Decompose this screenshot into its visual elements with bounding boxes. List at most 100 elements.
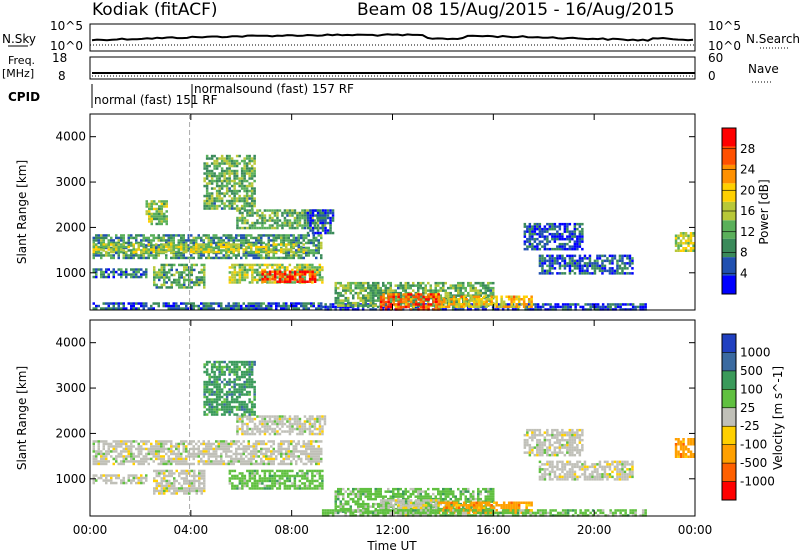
heatmap-cell-10: [255, 305, 258, 308]
heatmap-cell-0: [250, 453, 253, 456]
heatmap-cell-4: [281, 264, 284, 267]
heatmap-cell-3: [306, 487, 309, 490]
heatmap-cell-0: [235, 443, 238, 446]
heatmap-cell-3: [296, 485, 299, 488]
heatmap-cell-12: [405, 282, 408, 285]
heatmap-cell-12: [382, 289, 385, 292]
heatmap-cell-14: [520, 298, 523, 301]
heatmap-cell-3: [286, 472, 289, 475]
heatmap-cell-11: [564, 303, 567, 306]
heatmap-cell-6: [284, 212, 287, 215]
heatmap-cell-3: [249, 472, 252, 475]
heatmap-cell-0: [210, 453, 213, 456]
heatmap-cell-11: [597, 303, 600, 306]
heatmap-cell-0: [295, 460, 298, 463]
heatmap-cell-12: [347, 304, 350, 307]
heatmap-cell-6: [236, 217, 239, 220]
heatmap-cell-0: [240, 257, 243, 260]
heatmap-cell-0: [195, 453, 198, 456]
heatmap-cell-5: [294, 273, 297, 276]
heatmap-cell-4: [291, 271, 294, 274]
heatmap-cell-10: [243, 302, 246, 305]
heatmap-cell-6: [304, 214, 307, 217]
heatmap-cell-9: [218, 195, 221, 198]
heatmap-cell-2: [196, 487, 199, 490]
heatmap-cell-2: [123, 271, 126, 274]
heatmap-cell-0: [140, 445, 143, 448]
heatmap-cell-3: [183, 271, 186, 274]
heatmap-cell-0: [200, 460, 203, 463]
heatmap-cell-9: [228, 190, 231, 193]
heatmap-cell-10: [128, 302, 131, 305]
heatmap-cell-12: [367, 282, 370, 285]
heatmap-cell-7: [319, 219, 322, 222]
heatmap-cell-9: [236, 165, 239, 168]
heatmap-cell-15: [559, 225, 562, 228]
heatmap-cell-16: [594, 265, 597, 268]
heatmap-cell-5: [284, 278, 287, 281]
heatmap-cell-17: [692, 245, 695, 248]
heatmap-cell-0: [123, 463, 126, 466]
heatmap-cell-0: [295, 463, 298, 466]
heatmap-cell-10: [115, 302, 118, 305]
heatmap-cell-0: [233, 453, 236, 456]
heatmap-cell-10: [95, 305, 98, 308]
heatmap-cell-0: [133, 254, 136, 257]
heatmap-cell-0: [110, 445, 113, 448]
heatmap-cell-15: [546, 240, 549, 243]
heatmap-cell-9: [236, 200, 239, 203]
heatmap-cell-16: [596, 260, 599, 263]
heatmap-cell-0: [245, 450, 248, 453]
heatmap-cell-14: [485, 303, 488, 306]
heatmap-cell-5: [299, 273, 302, 276]
heatmap-cell-2: [186, 477, 189, 480]
heatmap-cell-0: [305, 249, 308, 252]
heatmap-cell-7: [319, 222, 322, 225]
heatmap-cell-13: [420, 306, 423, 309]
heatmap-cell-1: [110, 251, 113, 254]
heatmap-cell-13: [405, 293, 408, 296]
heatmap-cell-12: [482, 282, 485, 285]
heatmap-cell-0: [95, 234, 98, 237]
heatmap-cell-1: [113, 474, 116, 477]
heatmap-cell-9: [221, 162, 224, 165]
heatmap-cell-2: [113, 276, 116, 279]
heatmap-cell-0: [198, 234, 201, 237]
heatmap-cell-3: [299, 487, 302, 490]
heatmap-cell-1: [230, 246, 233, 249]
heatmap-cell-4: [246, 269, 249, 272]
heatmap-cell-12: [390, 284, 393, 287]
heatmap-cell-6: [269, 219, 272, 222]
heatmap-cell-1: [108, 474, 111, 477]
heatmap-cell-1: [140, 482, 143, 485]
heatmap-cell-0: [98, 445, 101, 448]
heatmap-cell-0: [153, 239, 156, 242]
heatmap-cell-0: [138, 257, 141, 260]
heatmap-cell-0: [185, 450, 188, 453]
heatmap-cell-7: [309, 209, 312, 212]
heatmap-cell-4: [266, 281, 269, 284]
heatmap-cell-13: [382, 296, 385, 299]
heatmap-cell-14: [495, 298, 498, 301]
heatmap-cell-9: [231, 202, 234, 205]
heatmap-cell-3: [161, 284, 164, 287]
heatmap-cell-16: [579, 272, 582, 275]
heatmap-cell-9: [206, 182, 209, 185]
heatmap-cell-12: [490, 282, 493, 285]
heatmap-cell-12: [345, 284, 348, 287]
heatmap-cell-9: [251, 197, 254, 200]
heatmap-cell-0: [295, 239, 298, 242]
heatmap-cell-0: [173, 445, 176, 448]
heatmap-cell-1: [255, 251, 258, 254]
heatmap-cell-0: [93, 237, 96, 240]
heatmap-cell-0: [163, 443, 166, 446]
heatmap-cell-0: [98, 254, 101, 257]
heatmap-cell-4: [239, 428, 242, 431]
heatmap-cell-0: [288, 448, 291, 451]
heatmap-cell-12: [385, 284, 388, 287]
heatmap-cell-11: [589, 303, 592, 306]
heatmap-cell-1: [175, 251, 178, 254]
heatmap-cell-12: [355, 284, 358, 287]
heatmap-cell-0: [158, 455, 161, 458]
heatmap-cell-0: [265, 234, 268, 237]
